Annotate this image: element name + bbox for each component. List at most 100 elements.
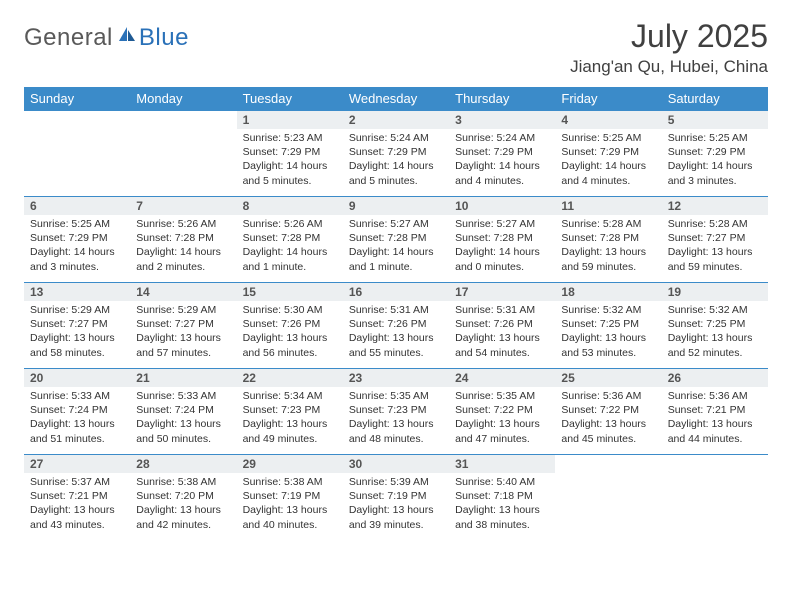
- day-cell: 4Sunrise: 5:25 AMSunset: 7:29 PMDaylight…: [555, 111, 661, 197]
- day-cell: 7Sunrise: 5:26 AMSunset: 7:28 PMDaylight…: [130, 197, 236, 283]
- day-details: Sunrise: 5:26 AMSunset: 7:28 PMDaylight:…: [237, 215, 343, 280]
- day-details: Sunrise: 5:28 AMSunset: 7:28 PMDaylight:…: [555, 215, 661, 280]
- weekday-header: Saturday: [662, 87, 768, 111]
- day-number: 29: [237, 455, 343, 473]
- day-number: 11: [555, 197, 661, 215]
- day-cell: 27Sunrise: 5:37 AMSunset: 7:21 PMDayligh…: [24, 455, 130, 541]
- calendar-table: SundayMondayTuesdayWednesdayThursdayFrid…: [24, 87, 768, 541]
- weekday-header: Wednesday: [343, 87, 449, 111]
- day-number: 24: [449, 369, 555, 387]
- day-details: Sunrise: 5:35 AMSunset: 7:23 PMDaylight:…: [343, 387, 449, 452]
- day-details: Sunrise: 5:29 AMSunset: 7:27 PMDaylight:…: [24, 301, 130, 366]
- day-details: Sunrise: 5:38 AMSunset: 7:20 PMDaylight:…: [130, 473, 236, 538]
- day-cell: 17Sunrise: 5:31 AMSunset: 7:26 PMDayligh…: [449, 283, 555, 369]
- day-details: Sunrise: 5:25 AMSunset: 7:29 PMDaylight:…: [662, 129, 768, 194]
- day-cell: 24Sunrise: 5:35 AMSunset: 7:22 PMDayligh…: [449, 369, 555, 455]
- logo: General Blue: [24, 18, 189, 52]
- day-details: Sunrise: 5:32 AMSunset: 7:25 PMDaylight:…: [662, 301, 768, 366]
- title-block: July 2025 Jiang'an Qu, Hubei, China: [570, 18, 768, 77]
- day-number: 22: [237, 369, 343, 387]
- day-cell: 21Sunrise: 5:33 AMSunset: 7:24 PMDayligh…: [130, 369, 236, 455]
- day-details: Sunrise: 5:37 AMSunset: 7:21 PMDaylight:…: [24, 473, 130, 538]
- day-number: 31: [449, 455, 555, 473]
- month-title: July 2025: [570, 18, 768, 55]
- day-cell: 30Sunrise: 5:39 AMSunset: 7:19 PMDayligh…: [343, 455, 449, 541]
- empty-cell: [662, 455, 768, 541]
- day-cell: 6Sunrise: 5:25 AMSunset: 7:29 PMDaylight…: [24, 197, 130, 283]
- day-cell: 18Sunrise: 5:32 AMSunset: 7:25 PMDayligh…: [555, 283, 661, 369]
- day-details: Sunrise: 5:33 AMSunset: 7:24 PMDaylight:…: [130, 387, 236, 452]
- day-number: 21: [130, 369, 236, 387]
- day-details: Sunrise: 5:33 AMSunset: 7:24 PMDaylight:…: [24, 387, 130, 452]
- day-cell: 23Sunrise: 5:35 AMSunset: 7:23 PMDayligh…: [343, 369, 449, 455]
- day-number: 25: [555, 369, 661, 387]
- day-number: 14: [130, 283, 236, 301]
- day-cell: 8Sunrise: 5:26 AMSunset: 7:28 PMDaylight…: [237, 197, 343, 283]
- day-details: Sunrise: 5:26 AMSunset: 7:28 PMDaylight:…: [130, 215, 236, 280]
- weekday-header: Monday: [130, 87, 236, 111]
- day-details: Sunrise: 5:38 AMSunset: 7:19 PMDaylight:…: [237, 473, 343, 538]
- day-cell: 26Sunrise: 5:36 AMSunset: 7:21 PMDayligh…: [662, 369, 768, 455]
- day-cell: 12Sunrise: 5:28 AMSunset: 7:27 PMDayligh…: [662, 197, 768, 283]
- day-number: 3: [449, 111, 555, 129]
- day-details: Sunrise: 5:25 AMSunset: 7:29 PMDaylight:…: [555, 129, 661, 194]
- logo-text-2: Blue: [139, 24, 189, 52]
- empty-cell: [24, 111, 130, 197]
- day-number: 27: [24, 455, 130, 473]
- empty-cell: [555, 455, 661, 541]
- day-number: 9: [343, 197, 449, 215]
- weekday-header-row: SundayMondayTuesdayWednesdayThursdayFrid…: [24, 87, 768, 111]
- day-cell: 10Sunrise: 5:27 AMSunset: 7:28 PMDayligh…: [449, 197, 555, 283]
- weekday-header: Tuesday: [237, 87, 343, 111]
- day-cell: 11Sunrise: 5:28 AMSunset: 7:28 PMDayligh…: [555, 197, 661, 283]
- day-details: Sunrise: 5:32 AMSunset: 7:25 PMDaylight:…: [555, 301, 661, 366]
- day-details: Sunrise: 5:27 AMSunset: 7:28 PMDaylight:…: [343, 215, 449, 280]
- day-cell: 22Sunrise: 5:34 AMSunset: 7:23 PMDayligh…: [237, 369, 343, 455]
- day-details: Sunrise: 5:25 AMSunset: 7:29 PMDaylight:…: [24, 215, 130, 280]
- day-cell: 19Sunrise: 5:32 AMSunset: 7:25 PMDayligh…: [662, 283, 768, 369]
- day-cell: 5Sunrise: 5:25 AMSunset: 7:29 PMDaylight…: [662, 111, 768, 197]
- day-cell: 15Sunrise: 5:30 AMSunset: 7:26 PMDayligh…: [237, 283, 343, 369]
- day-details: Sunrise: 5:40 AMSunset: 7:18 PMDaylight:…: [449, 473, 555, 538]
- calendar-row: 13Sunrise: 5:29 AMSunset: 7:27 PMDayligh…: [24, 283, 768, 369]
- day-number: 8: [237, 197, 343, 215]
- day-details: Sunrise: 5:34 AMSunset: 7:23 PMDaylight:…: [237, 387, 343, 452]
- day-details: Sunrise: 5:24 AMSunset: 7:29 PMDaylight:…: [343, 129, 449, 194]
- day-number: 23: [343, 369, 449, 387]
- day-number: 7: [130, 197, 236, 215]
- day-details: Sunrise: 5:30 AMSunset: 7:26 PMDaylight:…: [237, 301, 343, 366]
- weekday-header: Thursday: [449, 87, 555, 111]
- day-details: Sunrise: 5:29 AMSunset: 7:27 PMDaylight:…: [130, 301, 236, 366]
- day-number: 12: [662, 197, 768, 215]
- day-details: Sunrise: 5:28 AMSunset: 7:27 PMDaylight:…: [662, 215, 768, 280]
- day-number: 4: [555, 111, 661, 129]
- day-details: Sunrise: 5:24 AMSunset: 7:29 PMDaylight:…: [449, 129, 555, 194]
- day-details: Sunrise: 5:31 AMSunset: 7:26 PMDaylight:…: [343, 301, 449, 366]
- day-cell: 1Sunrise: 5:23 AMSunset: 7:29 PMDaylight…: [237, 111, 343, 197]
- day-details: Sunrise: 5:23 AMSunset: 7:29 PMDaylight:…: [237, 129, 343, 194]
- day-number: 2: [343, 111, 449, 129]
- calendar-row: 20Sunrise: 5:33 AMSunset: 7:24 PMDayligh…: [24, 369, 768, 455]
- day-cell: 20Sunrise: 5:33 AMSunset: 7:24 PMDayligh…: [24, 369, 130, 455]
- day-details: Sunrise: 5:35 AMSunset: 7:22 PMDaylight:…: [449, 387, 555, 452]
- day-details: Sunrise: 5:36 AMSunset: 7:21 PMDaylight:…: [662, 387, 768, 452]
- day-cell: 14Sunrise: 5:29 AMSunset: 7:27 PMDayligh…: [130, 283, 236, 369]
- day-number: 26: [662, 369, 768, 387]
- day-number: 17: [449, 283, 555, 301]
- day-number: 20: [24, 369, 130, 387]
- day-number: 6: [24, 197, 130, 215]
- day-details: Sunrise: 5:27 AMSunset: 7:28 PMDaylight:…: [449, 215, 555, 280]
- location: Jiang'an Qu, Hubei, China: [570, 57, 768, 77]
- calendar-row: 27Sunrise: 5:37 AMSunset: 7:21 PMDayligh…: [24, 455, 768, 541]
- logo-sail-icon: [117, 25, 137, 45]
- day-number: 13: [24, 283, 130, 301]
- day-number: 1: [237, 111, 343, 129]
- day-number: 28: [130, 455, 236, 473]
- day-cell: 31Sunrise: 5:40 AMSunset: 7:18 PMDayligh…: [449, 455, 555, 541]
- day-number: 15: [237, 283, 343, 301]
- day-number: 19: [662, 283, 768, 301]
- calendar-row: 6Sunrise: 5:25 AMSunset: 7:29 PMDaylight…: [24, 197, 768, 283]
- calendar-body: 1Sunrise: 5:23 AMSunset: 7:29 PMDaylight…: [24, 111, 768, 541]
- day-number: 16: [343, 283, 449, 301]
- day-number: 5: [662, 111, 768, 129]
